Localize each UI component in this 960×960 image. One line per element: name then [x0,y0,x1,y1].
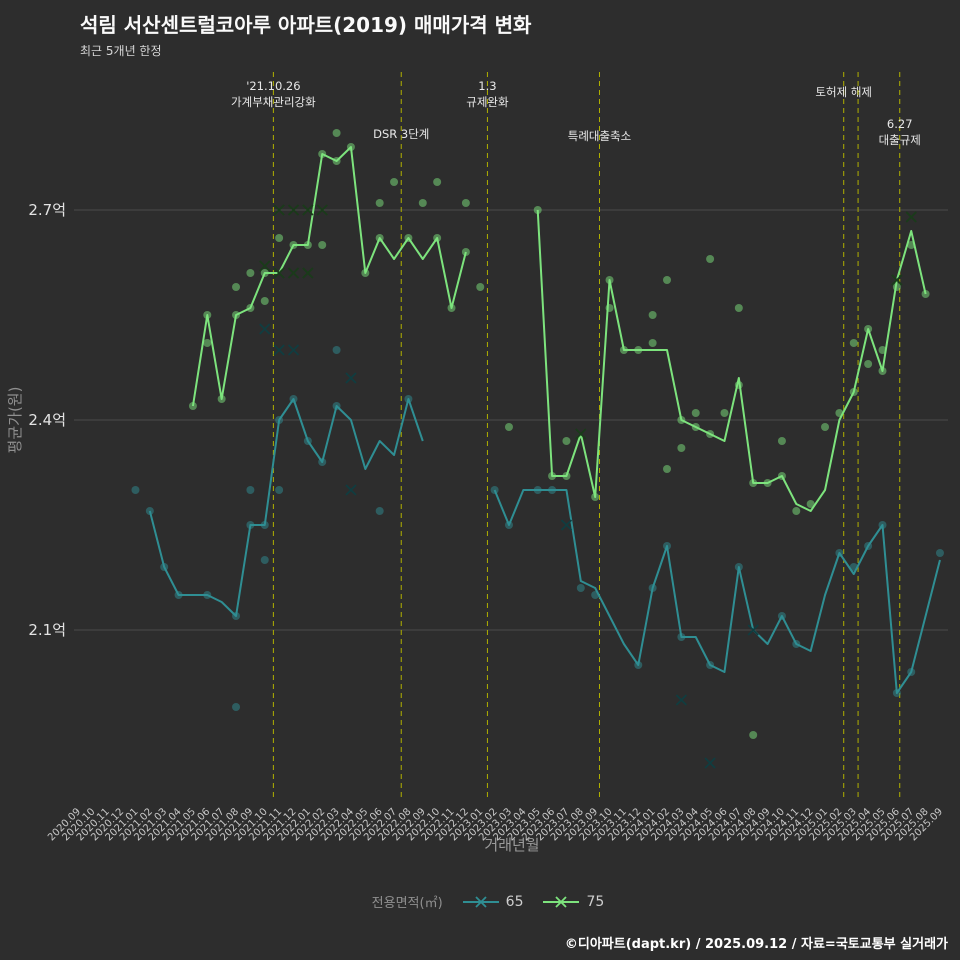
series-line-75 [536,209,927,512]
scatter-point-75 [433,178,442,186]
footer-credit: ©디아파트(dapt.kr) / 2025.09.12 / 자료=국토교통부 실… [564,937,948,952]
scatter-point-65 [246,486,255,494]
x-marker-65 [287,344,300,356]
page-title: 석림 서산센트럴코아루 아파트(2019) 매매가격 변화 [80,13,532,37]
y-tick-label: 2.7억 [28,201,66,219]
scatter-point-75 [461,199,470,207]
price-chart: 2.7억2.4억2.1억평균가(원)2020.092020.102020.112… [6,72,948,854]
scatter-point-75 [849,339,858,347]
scatter-point-65 [576,584,585,592]
x-marker-65 [704,757,716,769]
legend-label-65: 65 [505,893,524,910]
scatter-point-75 [777,437,786,445]
scatter-point-75 [246,269,255,277]
scatter-point-75 [418,199,427,207]
event-label: 규제완화 [466,95,509,109]
scatter-point-75 [677,444,686,452]
scatter-point-75 [203,339,212,347]
scatter-point-75 [260,297,269,305]
scatter-point-75 [749,731,758,739]
scatter-point-75 [706,255,715,263]
scatter-point-75 [232,283,241,291]
x-marker-65 [273,344,285,356]
scatter-point-65 [232,703,241,711]
scatter-point-75 [648,339,657,347]
scatter-point-75 [734,304,743,312]
x-marker-75 [273,204,285,216]
x-marker-75 [287,267,300,279]
scatter-point-75 [318,241,327,249]
x-axis-title: 거래년월 [484,836,539,854]
scatter-point-75 [663,465,672,473]
scatter-point-65 [935,549,944,557]
legend-item-65[interactable]: 65 [462,893,524,910]
x-marker-75 [891,274,903,286]
x-marker-75 [273,267,285,279]
scatter-point-75 [821,423,830,431]
x-marker-65 [345,372,357,384]
scatter-point-75 [390,178,399,186]
scatter-point-65 [332,346,341,354]
chart-subtitle: 최근 5개년 한정 [80,44,162,58]
x-marker-75 [302,204,314,216]
x-marker-65 [345,484,357,496]
scatter-point-75 [504,423,513,431]
y-tick-label: 2.1억 [28,621,66,639]
legend-label-75: 75 [586,893,605,910]
scatter-point-75 [275,234,284,242]
legend-title: 전용면적(㎡) [371,896,443,911]
scatter-point-75 [806,500,815,508]
event-label: 대출규제 [879,133,921,147]
scatter-point-75 [562,437,571,445]
scatter-point-75 [375,199,384,207]
x-marker-65 [747,624,759,636]
event-label: 특례대출축소 [568,129,631,143]
scatter-point-65 [375,507,384,515]
series-line-75 [191,146,467,407]
event-label: DSR 3단계 [373,127,429,141]
scatter-point-75 [792,507,801,515]
series-line-65 [493,489,941,694]
scatter-point-75 [476,283,485,291]
scatter-point-75 [648,311,657,319]
series-line-65 [148,398,424,617]
scatter-point-75 [864,360,873,368]
event-label: 1.3 [478,79,496,93]
scatter-point-65 [260,556,269,564]
y-tick-label: 2.4억 [28,411,66,429]
legend: 전용면적(㎡) 65 75 [8,892,960,912]
scatter-point-75 [663,276,672,284]
scatter-point-65 [131,486,140,494]
y-axis-title: 평균가(원) [6,387,24,454]
scatter-point-75 [720,409,729,417]
x-marker-65 [259,323,271,335]
scatter-point-75 [691,409,700,417]
x-marker-75 [287,204,300,216]
event-label: '21.10.26 [246,79,300,93]
legend-item-75[interactable]: 75 [543,894,604,910]
scatter-point-75 [332,129,341,137]
x-marker-65 [560,519,573,531]
event-label: 가계부채관리강화 [231,95,316,109]
x-marker-75 [302,267,314,279]
header: 석림 서산센트럴코아루 아파트(2019) 매매가격 변화 최근 5개년 한정 [0,0,960,60]
event-label: 6.27 [887,117,913,131]
scatter-point-65 [275,486,284,494]
x-marker-75 [259,260,271,272]
x-marker-65 [675,694,688,706]
x-marker-75 [905,211,917,223]
legend-items: 65 75 [462,893,604,910]
legend-marker-65 [462,895,499,908]
x-marker-75 [316,204,328,216]
x-marker-75 [575,428,587,440]
legend-marker-75 [543,895,580,908]
event-label: 토허제 해제 [815,85,872,99]
